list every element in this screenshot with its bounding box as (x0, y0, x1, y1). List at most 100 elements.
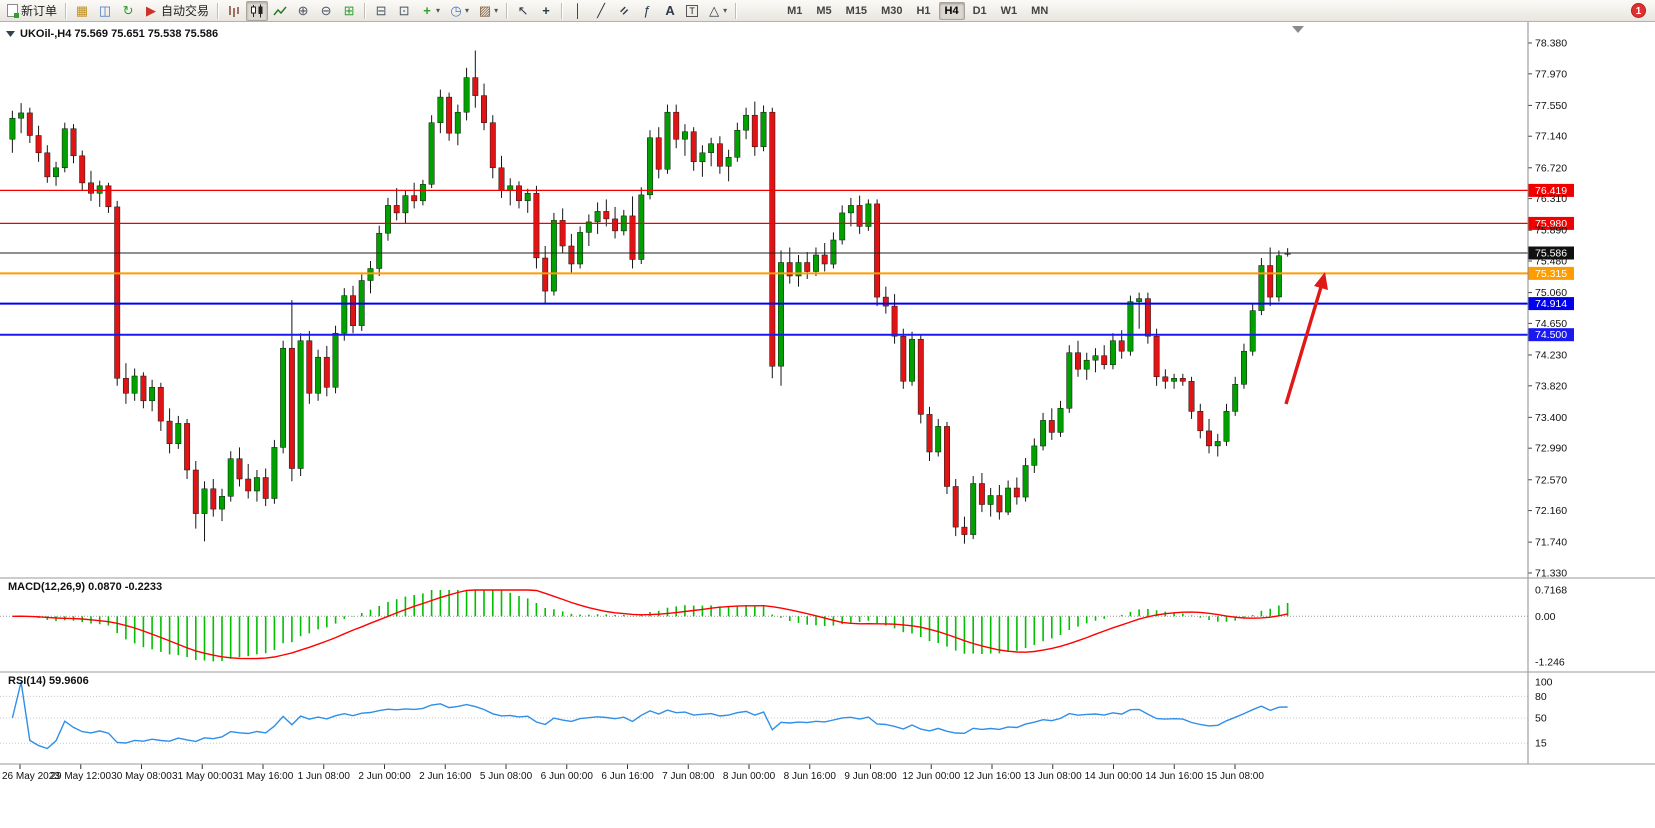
candle (638, 187, 645, 264)
trendline-tool-button[interactable]: ╱ (590, 1, 612, 21)
new-chart-button[interactable]: + ▾ (416, 1, 444, 21)
candle (18, 103, 25, 134)
tf-button-d1[interactable]: D1 (972, 4, 987, 17)
candle (227, 451, 234, 502)
time-label: 13 Jun 08:00 (1024, 771, 1082, 782)
bar-chart-mode-button[interactable] (223, 1, 245, 21)
candle-chart-mode-button[interactable] (246, 0, 269, 21)
candle (149, 379, 156, 412)
candle (1031, 438, 1038, 473)
price-label: 74.230 (1535, 349, 1567, 361)
navigator-icon: ↻ (122, 3, 134, 18)
candle (917, 334, 924, 424)
tf-button-h4[interactable]: H4 (938, 1, 965, 20)
price-label: 75.480 (1535, 256, 1567, 268)
notification-badge[interactable]: 1 (1631, 3, 1646, 18)
period-selector-button[interactable]: ◷ ▾ (445, 1, 473, 21)
shapes-tool-button[interactable]: △ ▾ (703, 1, 731, 21)
cascade-windows-button[interactable]: ⊡ (393, 1, 415, 21)
chevron-down-icon: ▾ (436, 6, 441, 15)
time-label: 29 May 12:00 (50, 771, 111, 782)
candle (1005, 480, 1012, 516)
price-label: 75.060 (1535, 287, 1567, 299)
candle (524, 188, 531, 213)
symbol-menu-icon[interactable] (6, 31, 15, 37)
crosshair-tool-button[interactable]: + (535, 1, 557, 21)
candle (900, 328, 907, 389)
candle (1197, 403, 1204, 439)
candle (1127, 295, 1134, 356)
arrow-annotation[interactable] (1284, 286, 1323, 405)
tf-button-mn[interactable]: MN (1031, 4, 1049, 17)
time-label: 2 Jun 00:00 (358, 771, 411, 782)
candle (280, 340, 287, 454)
candle (88, 170, 94, 201)
cursor-icon: ↖ (517, 3, 529, 18)
navigator-button[interactable]: ↻ (117, 1, 139, 21)
candle (1214, 433, 1221, 457)
new-order-button[interactable]: 新订单 (3, 1, 61, 21)
price-label: 73.820 (1535, 380, 1567, 392)
candle (1275, 250, 1282, 302)
toolbar-separator (65, 2, 68, 19)
new-order-icon (7, 4, 19, 18)
candle (786, 247, 793, 284)
price-label: 72.570 (1535, 474, 1567, 486)
candle (114, 200, 121, 386)
zoom-in-icon: ⊕ (297, 3, 309, 18)
candle (210, 479, 217, 517)
candle (813, 247, 819, 276)
candle (751, 101, 758, 156)
tf-button-m1[interactable]: M1 (787, 4, 803, 17)
tf-button-m30[interactable]: M30 (881, 4, 903, 17)
toolbar-separator (506, 2, 509, 19)
time-label: 31 May 00:00 (172, 771, 233, 782)
annotations-layer[interactable] (1284, 272, 1328, 405)
label-tool-button[interactable]: T (682, 1, 702, 21)
chart-shift-icon[interactable] (1292, 26, 1304, 33)
arrange-windows-button[interactable]: ⊟ (370, 1, 392, 21)
template-button[interactable]: ▨ ▾ (474, 1, 502, 21)
candle (891, 294, 898, 344)
auto-trading-button[interactable]: ▶ 自动交易 (140, 1, 213, 21)
cursor-tool-button[interactable]: ↖ (512, 1, 534, 21)
zoom-out-button[interactable]: ⊖ (315, 1, 337, 21)
candle (647, 130, 653, 200)
candle (1101, 345, 1108, 370)
candle (1022, 458, 1029, 502)
market-watch-button[interactable]: ◫ (94, 1, 116, 21)
candle (9, 110, 16, 153)
time-label: 12 Jun 00:00 (902, 771, 960, 782)
tf-button-m15[interactable]: M15 (845, 4, 868, 17)
candle (437, 89, 444, 134)
candle (708, 137, 715, 167)
time-label: 9 Jun 08:00 (844, 771, 897, 782)
tf-button-h1[interactable]: H1 (916, 4, 931, 17)
horizontal-lines-layer[interactable]: 76.419 75.980 75.315 74.914 74.500 75.586 (0, 183, 1574, 342)
candle (961, 516, 968, 544)
candle (1232, 376, 1239, 416)
price-label: 76.720 (1535, 162, 1567, 174)
label-icon: T (686, 4, 699, 17)
tile-windows-button[interactable]: ⊞ (338, 1, 360, 21)
candle (428, 115, 435, 189)
price-label: 78.380 (1535, 38, 1567, 50)
channel-tool-button[interactable]: = (613, 1, 635, 21)
new-order-label: 新订单 (21, 4, 58, 18)
terminal-button[interactable]: ▦ (71, 1, 93, 21)
line-chart-mode-button[interactable] (269, 1, 291, 21)
price-label: 77.970 (1535, 68, 1567, 80)
vertical-line-tool-button[interactable]: │ (567, 1, 589, 21)
zoom-in-button[interactable]: ⊕ (292, 1, 314, 21)
template-icon: ▨ (478, 3, 492, 18)
tf-button-w1[interactable]: W1 (1000, 4, 1018, 17)
fibonacci-tool-button[interactable]: ƒ (636, 1, 658, 21)
rsi-indicator-panel: 100 80 50 15 (0, 677, 1553, 750)
text-tool-button[interactable]: A (659, 1, 681, 21)
tf-button-m5[interactable]: M5 (816, 4, 832, 17)
auto-trading-label: 自动交易 (161, 4, 210, 18)
channel-icon: = (616, 2, 633, 19)
candle (769, 107, 776, 379)
candle (1241, 343, 1247, 389)
